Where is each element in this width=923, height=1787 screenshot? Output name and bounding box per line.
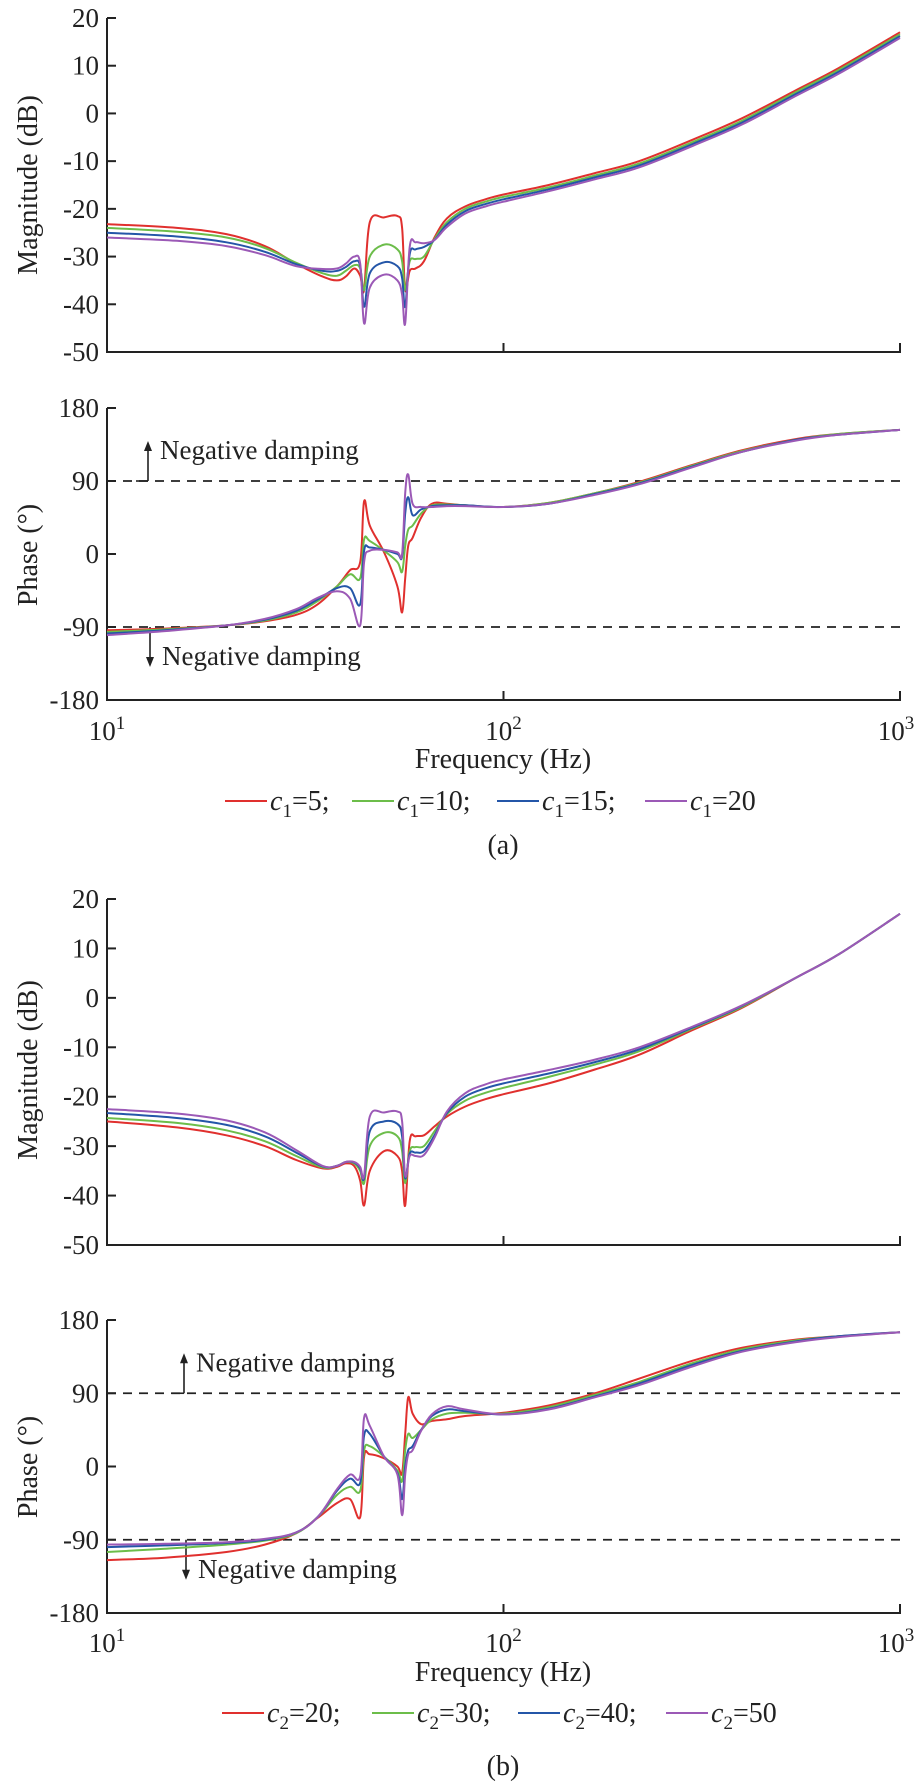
- panel-b-magnitude-ylabel: Magnitude (dB): [13, 980, 44, 1160]
- panel-a-magnitude-ytick-label: -30: [63, 242, 99, 272]
- panel-b-phase-ytick-label: -180: [50, 1598, 100, 1628]
- panel-b-magnitude-ytick-label: -30: [63, 1131, 99, 1161]
- panel-b-phase-plot: 180 90 0 -90 -180 Negative damping Negative da…: [50, 1305, 915, 1734]
- panel-b-magnitude-ytick-label: 10: [72, 933, 99, 963]
- panel-b-phase-annotation-up-label: Negative damping: [196, 1347, 395, 1377]
- panel-a-magnitude-series-c1-10: [107, 33, 901, 292]
- panel-a-magnitude-plot: 20 10 0 -10 -20 -30 -40 -50: [63, 3, 901, 367]
- panel-a-phase-xtick-label: 101: [89, 713, 126, 746]
- panel-a-magnitude-ytick-label: -50: [63, 337, 99, 367]
- panel-b-phase-xtick-label: 102: [485, 1625, 522, 1658]
- panel-b-phase-xtick-label: 101: [89, 1625, 126, 1658]
- panel-a-phase-series-c1-20: [107, 428, 901, 637]
- panel-a-magnitude-ytick-label: 10: [72, 51, 99, 81]
- panel-b-phase-legend-entry: c2=20;: [267, 1698, 341, 1734]
- panel-b-caption: (b): [487, 1751, 520, 1782]
- panel-b-phase-ytick-label: -90: [63, 1525, 99, 1555]
- panel-b-magnitude-ytick-label: -10: [63, 1032, 99, 1062]
- panel-a-phase-xtick-label: 102: [485, 713, 522, 746]
- panel-a-magnitude-series-c1-20: [107, 37, 901, 326]
- panel-b-magnitude-ytick-label: -50: [63, 1230, 99, 1260]
- panel-a-magnitude-axes: [106, 18, 901, 353]
- panel-a-phase-ytick-label: 180: [59, 393, 100, 423]
- panel-b-phase-ytick-label: 180: [59, 1305, 100, 1335]
- panel-a-phase-ylabel: Phase (°): [13, 504, 44, 606]
- panel-b-magnitude-ytick-label: 0: [86, 983, 100, 1013]
- panel-a-magnitude-ytick-label: 20: [72, 3, 99, 33]
- panel-b-magnitude-plot: 20 10 0 -10 -20 -30 -40 -50: [63, 884, 901, 1260]
- panel-a-phase-legend-entry: c1=20: [690, 786, 756, 822]
- panel-b-phase-arrowhead-down-icon: [182, 1569, 190, 1580]
- panel-b-magnitude-series-c2-20: [107, 912, 901, 1207]
- panel-a-phase-legend-entry: c1=5;: [270, 786, 330, 822]
- panel-a-phase-plot: 180 90 0 -90 -180 Negative damping Negative da…: [50, 393, 915, 822]
- panel-a-magnitude-series-c1-5: [107, 31, 901, 294]
- panel-a-phase-xtick-label: 103: [878, 713, 915, 746]
- panel-b-magnitude-series-c2-30: [107, 912, 901, 1186]
- panel-b-magnitude-series-c2-40: [107, 912, 901, 1181]
- panel-b-magnitude-series-c2-50: [107, 912, 901, 1180]
- panel-a-xlabel: Frequency (Hz): [415, 744, 591, 775]
- panel-a-phase-ytick-label: -180: [50, 685, 100, 715]
- panel-a-phase-ytick-label: 90: [72, 466, 99, 496]
- panel-b-phase-annotation-down-label: Negative damping: [198, 1554, 397, 1584]
- panel-a-magnitude-ytick-label: -20: [63, 194, 99, 224]
- plots-layer: 20 10 0 -10 -20 -30 -40 -50 180 90 0 -90 -180 Negativ…: [50, 3, 915, 1734]
- panel-a-magnitude-series-c1-15: [107, 35, 901, 309]
- panel-b-magnitude-ytick-label: -20: [63, 1082, 99, 1112]
- panel-b-phase-legend-entry: c2=40;: [563, 1698, 637, 1734]
- panel-a-phase-legend-entry: c1=15;: [542, 786, 616, 822]
- panel-a-phase-legend-entry: c1=10;: [397, 786, 471, 822]
- panel-b-xlabel: Frequency (Hz): [415, 1657, 591, 1688]
- panel-a-phase-arrowhead-down-icon: [146, 657, 154, 667]
- panel-a-magnitude-ytick-label: -40: [63, 289, 99, 319]
- panel-b-phase-ytick-label: 90: [72, 1378, 99, 1408]
- panel-a-magnitude-ytick-label: 0: [86, 98, 100, 128]
- panel-a-phase-annotation-up-label: Negative damping: [160, 435, 359, 465]
- panel-b-phase-legend-entry: c2=30;: [417, 1698, 491, 1734]
- panel-a-phase-annotation-down-label: Negative damping: [162, 641, 361, 671]
- panel-a-phase-arrowhead-up-icon: [144, 441, 152, 451]
- panel-a-phase-ytick-label: 0: [86, 539, 100, 569]
- panel-b-magnitude-ytick-label: -40: [63, 1181, 99, 1211]
- panel-b-phase-ytick-label: 0: [86, 1452, 100, 1482]
- panel-b-magnitude-axes: [106, 899, 901, 1246]
- panel-a-magnitude-ylabel: Magnitude (dB): [13, 95, 44, 275]
- panel-a-phase-ytick-label: -90: [63, 612, 99, 642]
- panel-b-magnitude-ytick-label: 20: [72, 884, 99, 914]
- panel-b-phase-series-c2-50: [107, 1331, 901, 1546]
- panel-b-phase-xtick-label: 103: [878, 1625, 915, 1658]
- panel-b-phase-ylabel: Phase (°): [13, 1416, 44, 1518]
- panel-b-phase-arrowhead-up-icon: [180, 1353, 188, 1364]
- panel-a-magnitude-ytick-label: -10: [63, 146, 99, 176]
- panel-b-phase-legend-entry: c2=50: [711, 1698, 777, 1734]
- panel-a-caption: (a): [487, 830, 518, 861]
